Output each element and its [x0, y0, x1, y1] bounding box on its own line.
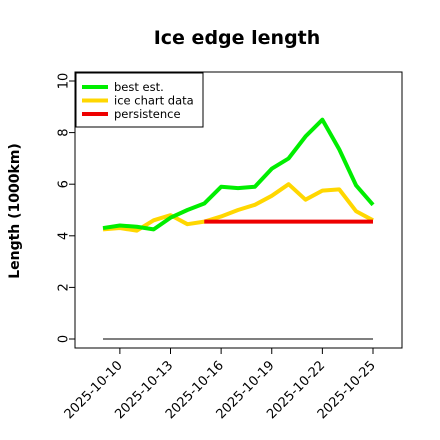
y-tick-label: 0 [57, 335, 72, 343]
series-line-ice-chart-data [102, 182, 374, 233]
plot-area [74, 71, 403, 349]
chart-title: Ice edge length [154, 27, 321, 49]
legend-label: persistence [114, 107, 181, 121]
y-tick-label: 8 [57, 128, 72, 136]
y-tick-label: 4 [57, 232, 72, 240]
series-layer [102, 117, 375, 340]
y-tick-label: 10 [57, 73, 72, 90]
y-tick-label: 6 [57, 180, 72, 188]
series-line-best-est [102, 117, 375, 232]
y-axis: 0 2 4 6 8 10 [57, 73, 75, 343]
x-axis: 2025-10-102025-10-132025-10-162025-10-19… [62, 348, 379, 422]
legend-label: ice chart data [114, 94, 194, 108]
y-tick-label: 2 [57, 283, 72, 291]
legend-label: best est. [114, 80, 164, 94]
y-axis-label: Length (1000km) [7, 143, 23, 279]
